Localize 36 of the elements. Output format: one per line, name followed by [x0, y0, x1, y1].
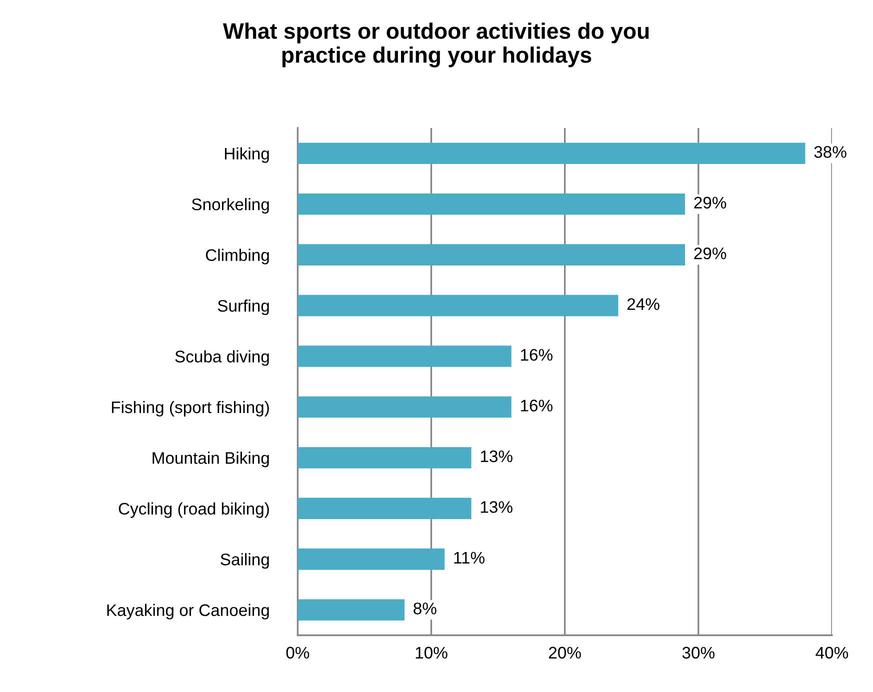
bar — [298, 599, 405, 621]
x-tick-label: 10% — [416, 646, 448, 659]
y-tick-label: Kayaking or Canoeing — [107, 604, 269, 620]
bar — [298, 498, 472, 520]
y-tick-label: Surfing — [218, 300, 269, 316]
bar — [298, 548, 445, 570]
bar — [298, 142, 806, 164]
y-tick-label: Snorkeling — [192, 198, 269, 214]
bar — [298, 396, 512, 418]
y-tick-label: Climbing — [206, 248, 269, 264]
x-tick-label: 40% — [816, 646, 848, 659]
data-label: 16% — [521, 348, 552, 361]
bar — [298, 244, 686, 266]
bar — [298, 346, 512, 367]
data-label: 13% — [480, 501, 512, 513]
bar — [298, 294, 618, 316]
chart-title: What sports or outdoor activities do you practice during your holidays — [222, 22, 649, 68]
x-tick-label: 0% — [286, 646, 310, 659]
y-tick-label: Fishing (sport fishing) — [112, 400, 269, 416]
x-tick-label: 30% — [682, 646, 714, 659]
y-tick-label: Cycling (road biking) — [118, 502, 269, 518]
bar — [298, 193, 686, 215]
data-label: 29% — [694, 248, 726, 260]
data-label: 29% — [694, 196, 726, 209]
y-tick-label: Hiking — [224, 147, 269, 163]
data-label: 24% — [627, 298, 660, 310]
data-label: 38% — [814, 146, 846, 158]
y-tick-label: Scuba diving — [175, 350, 269, 366]
y-tick-label: Sailing — [220, 553, 269, 569]
x-tick-label: 20% — [548, 646, 581, 659]
data-label: 11% — [454, 552, 484, 564]
data-label: 16% — [521, 400, 552, 412]
data-label: 8% — [414, 602, 436, 614]
y-tick-label: Mountain Biking — [152, 452, 269, 468]
bar — [298, 447, 472, 468]
data-label: 13% — [480, 450, 512, 462]
